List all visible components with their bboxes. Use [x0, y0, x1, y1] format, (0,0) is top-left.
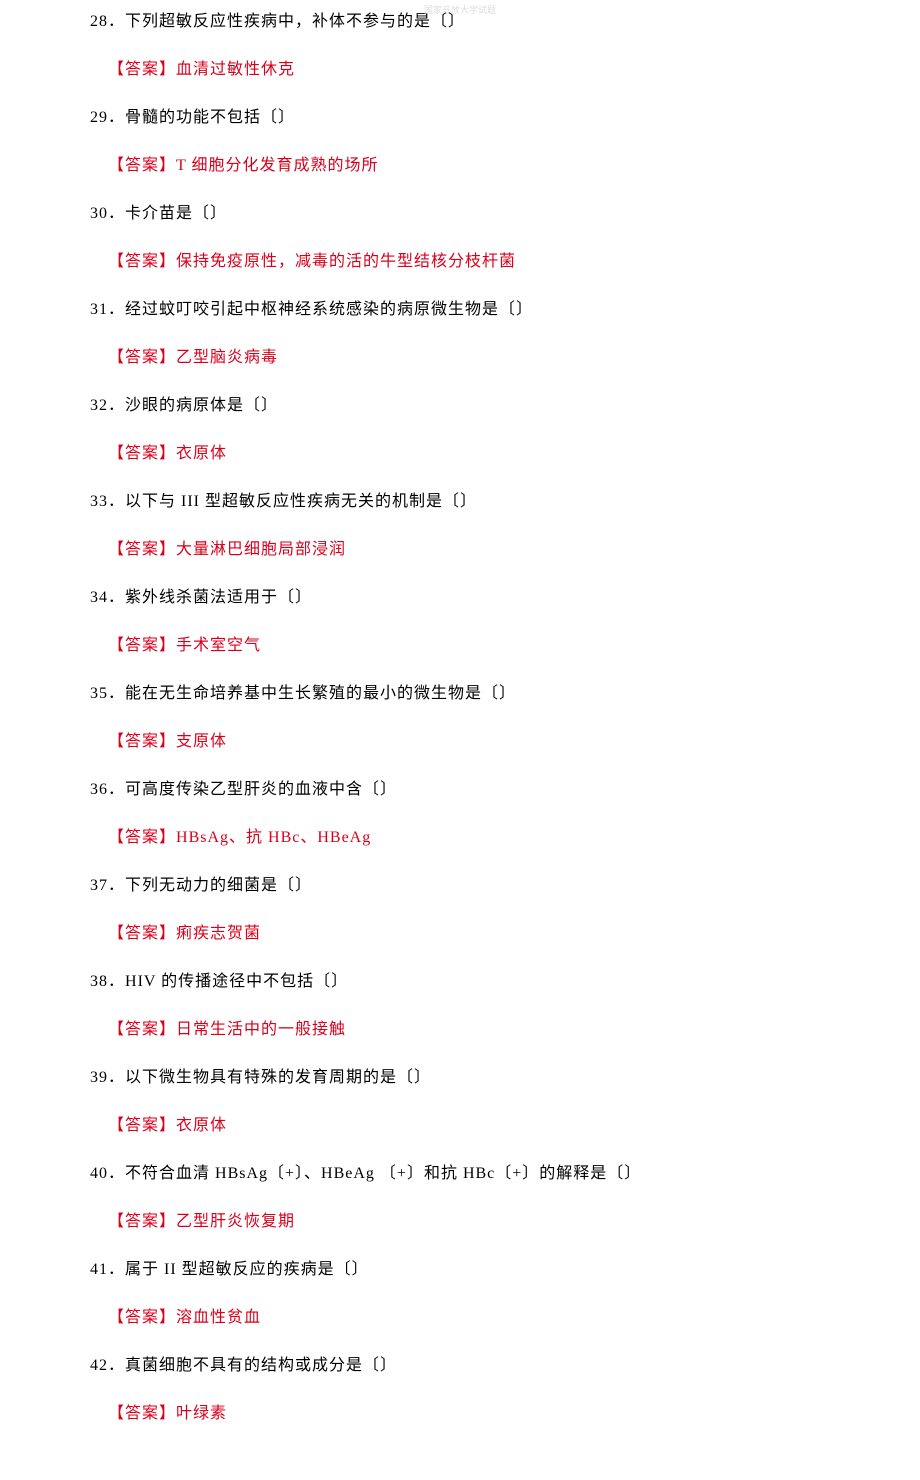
answer-text: 手术室空气 — [176, 637, 261, 654]
answer-label: 【答案】 — [108, 733, 176, 750]
answer-item: 【答案】HBsAg、抗 HBc、HBeAg — [108, 826, 830, 850]
answer-text: 衣原体 — [176, 1117, 227, 1134]
question-item: 37．下列无动力的细菌是〔〕 — [90, 874, 830, 898]
question-number: 39． — [90, 1069, 125, 1086]
question-text: 下列无动力的细菌是〔〕 — [125, 877, 312, 894]
question-text: 可高度传染乙型肝炎的血液中含〔〕 — [125, 781, 397, 798]
watermark-text: 国家开放大学试题 — [424, 3, 496, 16]
answer-text: 乙型肝炎恢复期 — [176, 1213, 295, 1230]
answer-label: 【答案】 — [108, 1021, 176, 1038]
question-text: 以下微生物具有特殊的发育周期的是〔〕 — [125, 1069, 431, 1086]
answer-item: 【答案】日常生活中的一般接触 — [108, 1018, 830, 1042]
answer-label: 【答案】 — [108, 253, 176, 270]
answer-text: 痢疾志贺菌 — [176, 925, 261, 942]
question-number: 40． — [90, 1165, 125, 1182]
question-item: 32．沙眼的病原体是〔〕 — [90, 394, 830, 418]
answer-text: T 细胞分化发育成熟的场所 — [176, 157, 379, 174]
question-text: 真菌细胞不具有的结构或成分是〔〕 — [125, 1357, 397, 1374]
question-text: 卡介苗是〔〕 — [125, 205, 227, 222]
question-number: 42． — [90, 1357, 125, 1374]
question-item: 29．骨髓的功能不包括〔〕 — [90, 106, 830, 130]
question-text: 不符合血清 HBsAg〔+〕、HBeAg 〔+〕和抗 HBc〔+〕的解释是〔〕 — [125, 1165, 641, 1182]
question-number: 34． — [90, 589, 125, 606]
answer-item: 【答案】大量淋巴细胞局部浸润 — [108, 538, 830, 562]
question-text: 能在无生命培养基中生长繁殖的最小的微生物是〔〕 — [125, 685, 516, 702]
question-number: 30． — [90, 205, 125, 222]
question-item: 36．可高度传染乙型肝炎的血液中含〔〕 — [90, 778, 830, 802]
question-number: 36． — [90, 781, 125, 798]
question-item: 31．经过蚊叮咬引起中枢神经系统感染的病原微生物是〔〕 — [90, 298, 830, 322]
question-text: 属于 II 型超敏反应的疾病是〔〕 — [125, 1261, 369, 1278]
answer-text: 叶绿素 — [176, 1405, 227, 1422]
answer-text: 溶血性贫血 — [176, 1309, 261, 1326]
question-item: 33．以下与 III 型超敏反应性疾病无关的机制是〔〕 — [90, 490, 830, 514]
question-text: HIV 的传播途径中不包括〔〕 — [125, 973, 348, 990]
question-number: 38． — [90, 973, 125, 990]
question-text: 经过蚊叮咬引起中枢神经系统感染的病原微生物是〔〕 — [125, 301, 533, 318]
question-item: 39．以下微生物具有特殊的发育周期的是〔〕 — [90, 1066, 830, 1090]
answer-item: 【答案】溶血性贫血 — [108, 1306, 830, 1330]
answer-item: 【答案】乙型脑炎病毒 — [108, 346, 830, 370]
question-number: 35． — [90, 685, 125, 702]
document-content: 28．下列超敏反应性疾病中，补体不参与的是〔〕 【答案】血清过敏性休克 29．骨… — [0, 0, 920, 1480]
answer-text: 大量淋巴细胞局部浸润 — [176, 541, 346, 558]
answer-label: 【答案】 — [108, 1117, 176, 1134]
answer-label: 【答案】 — [108, 61, 176, 78]
question-text: 下列超敏反应性疾病中，补体不参与的是〔〕 — [125, 13, 465, 30]
question-number: 31． — [90, 301, 125, 318]
question-number: 32． — [90, 397, 125, 414]
answer-label: 【答案】 — [108, 541, 176, 558]
answer-label: 【答案】 — [108, 1309, 176, 1326]
answer-text: 支原体 — [176, 733, 227, 750]
answer-item: 【答案】T 细胞分化发育成熟的场所 — [108, 154, 830, 178]
question-item: 40．不符合血清 HBsAg〔+〕、HBeAg 〔+〕和抗 HBc〔+〕的解释是… — [90, 1162, 830, 1186]
question-item: 41．属于 II 型超敏反应的疾病是〔〕 — [90, 1258, 830, 1282]
answer-item: 【答案】痢疾志贺菌 — [108, 922, 830, 946]
answer-label: 【答案】 — [108, 829, 176, 846]
answer-text: 衣原体 — [176, 445, 227, 462]
answer-label: 【答案】 — [108, 637, 176, 654]
question-number: 28． — [90, 13, 125, 30]
question-item: 38．HIV 的传播途径中不包括〔〕 — [90, 970, 830, 994]
question-item: 42．真菌细胞不具有的结构或成分是〔〕 — [90, 1354, 830, 1378]
question-text: 骨髓的功能不包括〔〕 — [125, 109, 295, 126]
answer-text: 血清过敏性休克 — [176, 61, 295, 78]
answer-item: 【答案】叶绿素 — [108, 1402, 830, 1426]
answer-label: 【答案】 — [108, 349, 176, 366]
answer-text: 保持免疫原性，减毒的活的牛型结核分枝杆菌 — [176, 253, 516, 270]
answer-item: 【答案】乙型肝炎恢复期 — [108, 1210, 830, 1234]
answer-item: 【答案】衣原体 — [108, 1114, 830, 1138]
answer-label: 【答案】 — [108, 1405, 176, 1422]
question-number: 33． — [90, 493, 125, 510]
question-text: 以下与 III 型超敏反应性疾病无关的机制是〔〕 — [125, 493, 477, 510]
answer-item: 【答案】支原体 — [108, 730, 830, 754]
question-number: 37． — [90, 877, 125, 894]
answer-label: 【答案】 — [108, 157, 176, 174]
answer-item: 【答案】手术室空气 — [108, 634, 830, 658]
answer-text: 日常生活中的一般接触 — [176, 1021, 346, 1038]
question-text: 紫外线杀菌法适用于〔〕 — [125, 589, 312, 606]
question-text: 沙眼的病原体是〔〕 — [125, 397, 278, 414]
answer-label: 【答案】 — [108, 1213, 176, 1230]
answer-text: HBsAg、抗 HBc、HBeAg — [176, 829, 371, 846]
question-item: 35．能在无生命培养基中生长繁殖的最小的微生物是〔〕 — [90, 682, 830, 706]
question-item: 34．紫外线杀菌法适用于〔〕 — [90, 586, 830, 610]
question-number: 29． — [90, 109, 125, 126]
question-number: 41． — [90, 1261, 125, 1278]
answer-item: 【答案】保持免疫原性，减毒的活的牛型结核分枝杆菌 — [108, 250, 830, 274]
answer-label: 【答案】 — [108, 925, 176, 942]
question-item: 30．卡介苗是〔〕 — [90, 202, 830, 226]
answer-item: 【答案】血清过敏性休克 — [108, 58, 830, 82]
answer-label: 【答案】 — [108, 445, 176, 462]
answer-text: 乙型脑炎病毒 — [176, 349, 278, 366]
answer-item: 【答案】衣原体 — [108, 442, 830, 466]
